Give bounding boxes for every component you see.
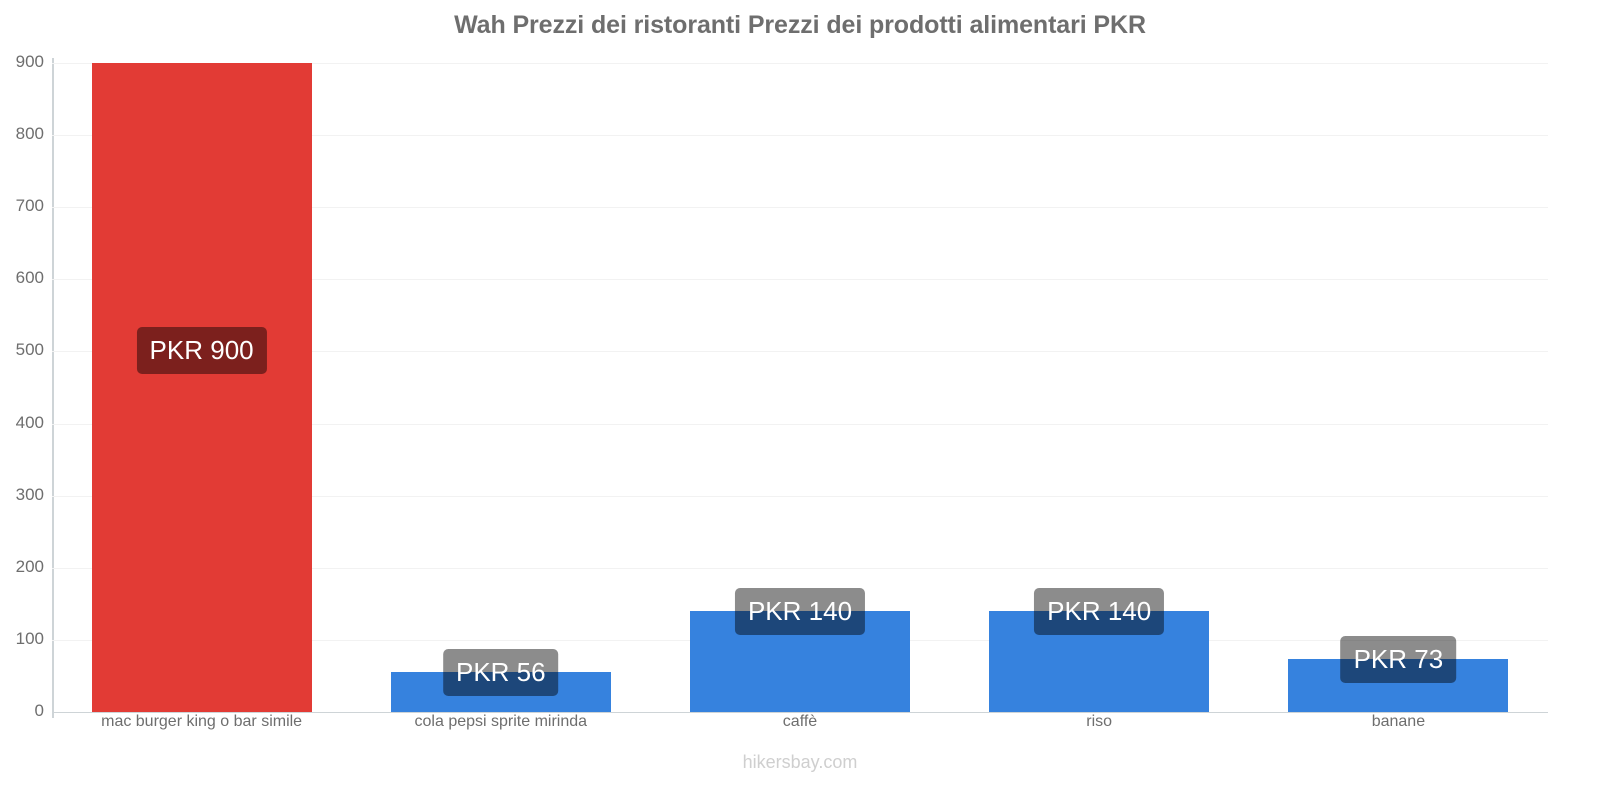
x-category-label: cola pepsi sprite mirinda bbox=[414, 713, 588, 730]
y-tick-label-700: 700 bbox=[15, 196, 44, 216]
gridline-700 bbox=[52, 207, 1548, 209]
y-tick-label-500: 500 bbox=[15, 340, 44, 360]
x-category-label: caffè bbox=[782, 713, 818, 730]
y-tick-label-900: 900 bbox=[15, 52, 44, 71]
gridline-600 bbox=[52, 279, 1548, 281]
gridline-200 bbox=[52, 567, 1548, 569]
y-tick-label-200: 200 bbox=[15, 556, 44, 576]
x-category-label: riso bbox=[1086, 713, 1113, 730]
chart-title: Wah Prezzi dei ristoranti Prezzi dei pro… bbox=[454, 11, 1146, 39]
footer-credit: hikersbay.com bbox=[742, 752, 858, 772]
y-axis-line bbox=[52, 58, 54, 718]
plot-area bbox=[52, 63, 1548, 713]
bar[interactable] bbox=[390, 671, 611, 712]
gridline-0 bbox=[52, 712, 1548, 713]
y-tick-label-800: 800 bbox=[15, 124, 44, 144]
bar-value-label: PKR 140 bbox=[1034, 588, 1165, 636]
bar-value-label: PKR 900 bbox=[136, 327, 267, 374]
gridline-300 bbox=[52, 495, 1548, 497]
gridline-500 bbox=[52, 351, 1548, 353]
y-tick-label-100: 100 bbox=[15, 628, 44, 648]
y-tick-label-300: 300 bbox=[15, 484, 44, 504]
bar-value-label: PKR 140 bbox=[734, 588, 866, 636]
x-category-label: banane bbox=[1371, 713, 1426, 730]
x-category-label: mac burger king o bar simile bbox=[101, 713, 303, 730]
bar-value-label: PKR 56 bbox=[442, 648, 559, 696]
y-tick-label-600: 600 bbox=[15, 268, 44, 288]
bar[interactable] bbox=[989, 611, 1210, 712]
bar-value-label: PKR 73 bbox=[1340, 636, 1457, 684]
bar[interactable] bbox=[690, 611, 910, 712]
y-tick-label-0: 0 bbox=[34, 701, 44, 720]
gridline-400 bbox=[52, 423, 1548, 425]
gridline-800 bbox=[52, 135, 1548, 137]
bar[interactable] bbox=[1288, 659, 1509, 712]
gridline-900 bbox=[52, 63, 1548, 64]
y-tick-label-400: 400 bbox=[15, 412, 44, 432]
bar[interactable] bbox=[91, 63, 312, 712]
